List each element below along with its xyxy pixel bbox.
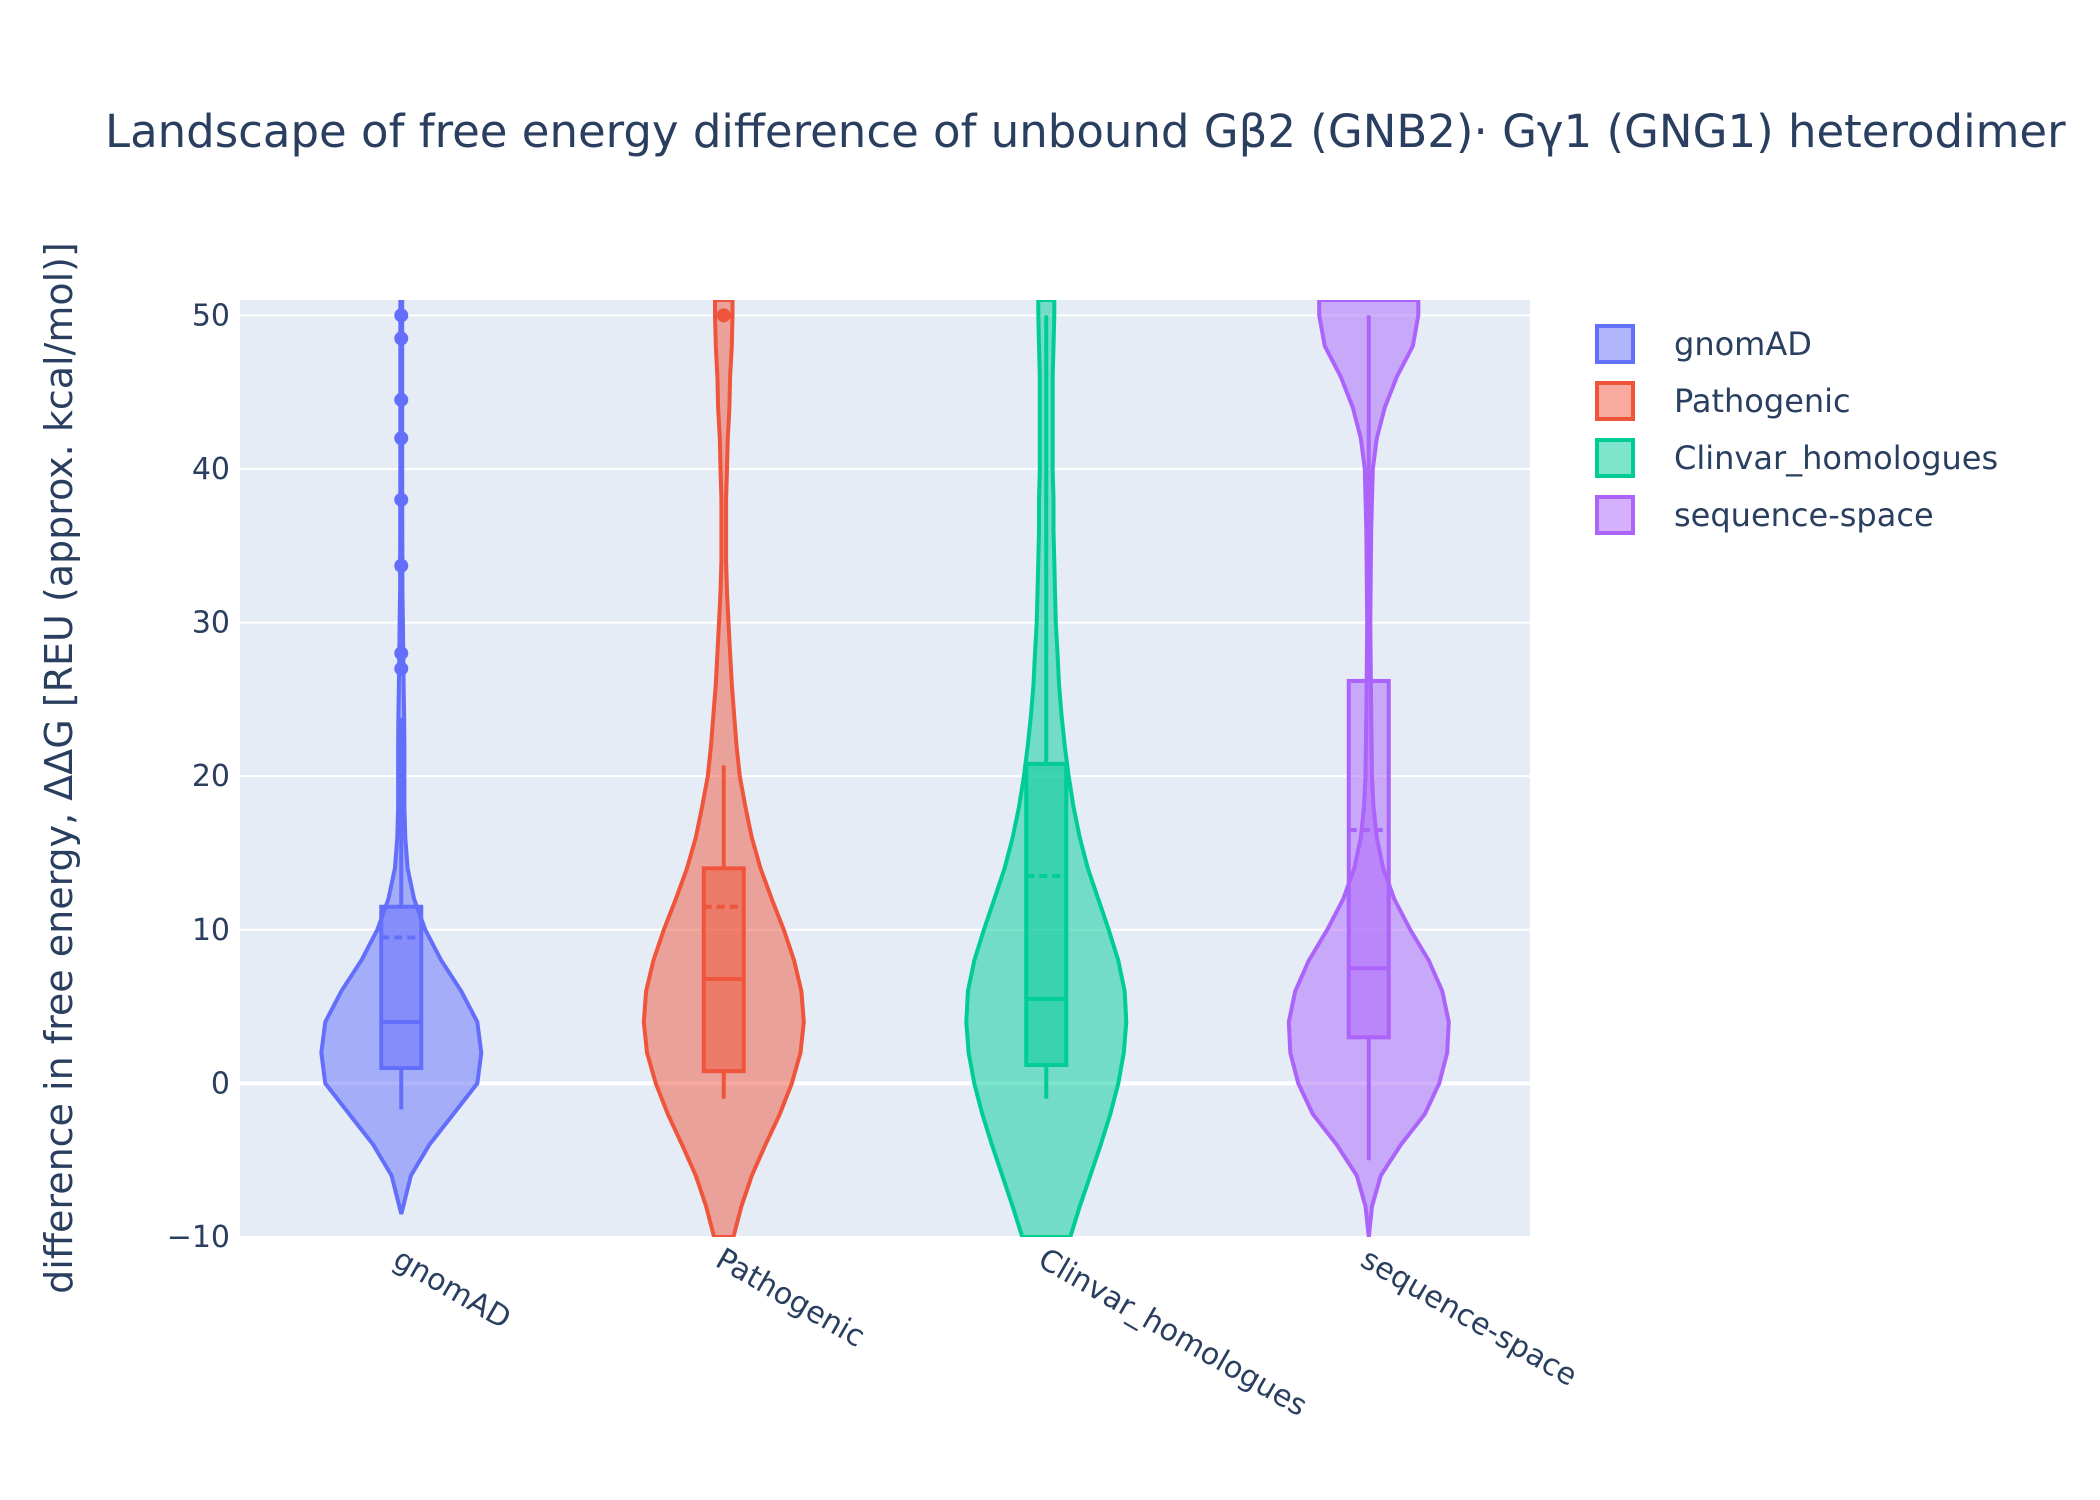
y-tick-label: 30	[192, 606, 230, 641]
legend-swatch	[1595, 381, 1635, 421]
legend-swatch	[1595, 495, 1635, 535]
y-tick-label: 50	[192, 298, 230, 333]
box-iqr	[701, 866, 746, 1074]
outlier-point	[394, 392, 409, 407]
legend-label: Pathogenic	[1674, 382, 1851, 420]
x-tick-label: gnomAD	[387, 1242, 516, 1337]
x-tick-label: Pathogenic	[710, 1242, 871, 1355]
violin-Pathogenic	[641, 300, 806, 1237]
outlier-point	[394, 558, 409, 573]
chart-title: Landscape of free energy difference of u…	[105, 105, 2066, 158]
y-tick-label: 40	[192, 452, 230, 487]
y-tick-label: −10	[167, 1220, 230, 1255]
y-tick-label: 0	[211, 1066, 230, 1101]
box-iqr	[379, 904, 424, 1071]
y-axis-title: difference in free energy, ΔΔG [REU (app…	[37, 242, 81, 1294]
legend-label: Clinvar_homologues	[1674, 439, 1998, 477]
x-axis-ticks: gnomAD Pathogenic Clinvar_homologues sequen…	[387, 1242, 1583, 1424]
outlier-point	[394, 492, 409, 507]
outlier-point	[716, 308, 731, 323]
box-iqr	[1346, 678, 1391, 1040]
outlier-point	[394, 308, 409, 323]
legend-label: sequence-space	[1674, 496, 1934, 534]
outlier-point	[394, 646, 409, 661]
x-tick-label: sequence-space	[1355, 1242, 1583, 1394]
legend-swatch	[1595, 324, 1635, 364]
y-axis-ticks: −10 0 10 20 30 40 50	[167, 298, 230, 1255]
violin-sequence-space	[1286, 300, 1451, 1237]
legend-label: gnomAD	[1674, 325, 1812, 363]
box-iqr	[1024, 761, 1069, 1067]
y-tick-label: 20	[192, 759, 230, 794]
violin-gnomAD	[319, 300, 484, 1215]
x-tick-label: Clinvar_homologues	[1032, 1242, 1313, 1424]
outlier-point	[394, 431, 409, 446]
y-tick-label: 10	[192, 913, 230, 948]
outlier-point	[394, 331, 409, 346]
violin-Clinvar_homologues	[964, 300, 1129, 1237]
outlier-point	[394, 661, 409, 676]
legend: gnomAD Pathogenic Clinvar_homologuessequen…	[1595, 324, 1998, 535]
violins	[319, 300, 1451, 1237]
legend-swatch	[1595, 438, 1635, 478]
